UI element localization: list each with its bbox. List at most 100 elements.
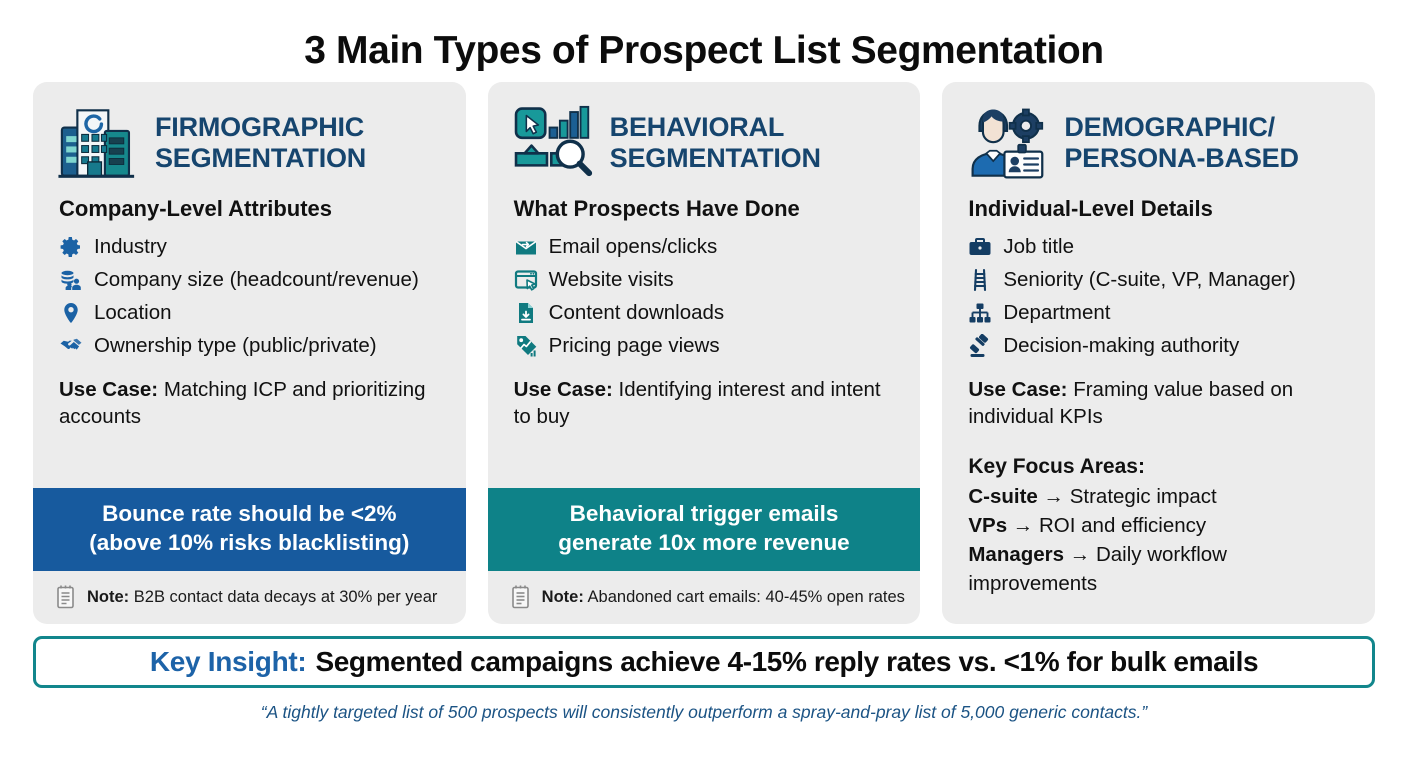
key-insight-label: Key Insight:	[149, 646, 307, 677]
notepad-icon	[55, 584, 77, 610]
card-heading: DEMOGRAPHIC/ PERSONA-BASED	[1064, 111, 1299, 175]
briefcase-icon	[968, 235, 992, 259]
focus-value: ROI and efficiency	[1039, 514, 1207, 538]
list-item: Job title	[968, 230, 1357, 263]
coins-people-icon	[59, 268, 83, 292]
banner-line-1: Behavioral trigger emails	[569, 501, 839, 527]
note-text: Note: Abandoned cart emails: 40-45% open…	[542, 588, 905, 607]
note-row: Note: Abandoned cart emails: 40-45% open…	[488, 571, 921, 624]
card-header: BEHAVIORAL SEGMENTATION	[488, 82, 921, 194]
heading-line-2: SEGMENTATION	[609, 143, 821, 173]
list-item-label: Decision-making authority	[1003, 333, 1240, 357]
heading-line-1: DEMOGRAPHIC/	[1064, 111, 1275, 142]
focus-value: Strategic impact	[1069, 484, 1217, 508]
card-subheading: Individual-Level Details	[968, 196, 1213, 221]
footer-quote: “A tightly targeted list of 500 prospect…	[260, 702, 1148, 722]
use-case-text: Framing value based on individual KPIs	[968, 378, 1294, 429]
list-item: Company size (headcount/revenue)	[59, 263, 448, 296]
ladder-icon	[968, 268, 992, 292]
person-gear-badge-icon	[964, 100, 1050, 186]
email-open-icon	[514, 235, 538, 259]
list-item-label: Pricing page views	[548, 333, 720, 357]
org-chart-icon	[968, 301, 992, 325]
list-item: Content downloads	[514, 296, 903, 329]
list-item: Website visits	[514, 263, 903, 296]
heading-line-2: SEGMENTATION	[155, 143, 367, 173]
banner-line-2: generate 10x more revenue	[558, 530, 850, 556]
use-case-text: Identifying interest and intent to buy	[513, 378, 881, 429]
list-item: Decision-making authority	[968, 329, 1357, 362]
segmentation-cards: FIRMOGRAPHIC SEGMENTATION Company-Level …	[0, 82, 1408, 624]
list-item-label: Seniority (C-suite, VP, Manager)	[1003, 267, 1296, 291]
key-focus-areas: Key Focus Areas: C-suite → Strategic imp…	[942, 430, 1375, 598]
list-item-label: Department	[1003, 300, 1111, 324]
note-body: B2B contact data decays at 30% per year	[133, 587, 438, 606]
use-case: Use Case: Matching ICP and prioritizing …	[33, 362, 466, 430]
list-item-label: Job title	[1003, 234, 1074, 258]
handshake-icon	[59, 334, 83, 358]
highlight-banner: Behavioral trigger emails generate 10x m…	[487, 488, 921, 571]
focus-role: C-suite	[968, 484, 1038, 508]
gear-icon	[59, 235, 83, 259]
card-subheading: Company-Level Attributes	[59, 196, 333, 221]
location-pin-icon	[59, 301, 83, 325]
use-case: Use Case: Framing value based on individ…	[942, 362, 1375, 430]
card-subheading: What Prospects Have Done	[513, 196, 800, 221]
card-demographic: DEMOGRAPHIC/ PERSONA-BASED Individual-Le…	[942, 82, 1376, 624]
key-focus-title: Key Focus Areas:	[968, 455, 1145, 479]
file-download-icon	[514, 301, 538, 325]
heading-line-2: PERSONA-BASED	[1064, 143, 1299, 173]
heading-line-1: BEHAVIORAL	[609, 111, 785, 142]
list-item-label: Email opens/clicks	[548, 234, 718, 258]
notepad-icon	[510, 584, 532, 610]
bullet-list: Email opens/clicks Website visits Conten…	[488, 228, 921, 362]
list-item-label: Company size (headcount/revenue)	[94, 267, 419, 291]
note-row: Note: B2B contact data decays at 30% per…	[33, 571, 466, 624]
list-item-label: Location	[94, 300, 172, 324]
focus-value: Daily workflow improvements	[968, 543, 1227, 596]
price-tag-icon	[514, 334, 538, 358]
arrow-icon: →	[1043, 484, 1065, 508]
list-item: Email opens/clicks	[514, 230, 903, 263]
list-item-label: Ownership type (public/private)	[94, 333, 377, 357]
list-item: Seniority (C-suite, VP, Manager)	[968, 263, 1357, 296]
heading-line-1: FIRMOGRAPHIC	[155, 111, 365, 142]
analytics-cursor-magnifier-icon	[510, 100, 596, 186]
banner-line-2: (above 10% risks blacklisting)	[89, 530, 410, 556]
card-header: FIRMOGRAPHIC SEGMENTATION	[33, 82, 466, 194]
use-case-label: Use Case:	[59, 378, 159, 401]
office-building-icon	[55, 100, 141, 186]
note-label: Note:	[87, 587, 130, 606]
list-item: Location	[59, 296, 448, 329]
list-item: Department	[968, 296, 1357, 329]
list-item: Industry	[59, 230, 448, 263]
key-insight-text: Segmented campaigns achieve 4-15% reply …	[315, 646, 1259, 677]
focus-role: VPs	[968, 514, 1008, 538]
focus-row: C-suite → Strategic impact	[968, 482, 1353, 511]
note-text: Note: B2B contact data decays at 30% per…	[87, 588, 437, 607]
focus-row: VPs → ROI and efficiency	[968, 511, 1353, 540]
bullet-list: Job title Seniority (C-suite, VP, Manage…	[942, 228, 1375, 362]
browser-cursor-icon	[514, 268, 538, 292]
banner-line-1: Bounce rate should be <2%	[102, 501, 397, 527]
use-case-label: Use Case:	[513, 378, 613, 401]
note-body: Abandoned cart emails: 40-45% open rates	[587, 587, 905, 606]
focus-row: Managers → Daily workflow improvements	[968, 540, 1353, 598]
card-behavioral: BEHAVIORAL SEGMENTATION What Prospects H…	[487, 82, 921, 624]
card-heading: FIRMOGRAPHIC SEGMENTATION	[155, 112, 366, 175]
list-item: Pricing page views	[514, 329, 903, 362]
use-case-text: Matching ICP and prioritizing accounts	[59, 378, 426, 429]
gavel-icon	[968, 333, 992, 358]
card-heading: BEHAVIORAL SEGMENTATION	[610, 112, 821, 175]
highlight-banner: Bounce rate should be <2% (above 10% ris…	[33, 488, 466, 571]
bullet-list: Industry Company size (headcount/revenue…	[33, 228, 466, 362]
use-case: Use Case: Identifying interest and inten…	[488, 362, 921, 430]
page-title: 3 Main Types of Prospect List Segmentati…	[304, 29, 1104, 72]
list-item-label: Industry	[94, 234, 167, 258]
card-header: DEMOGRAPHIC/ PERSONA-BASED	[942, 82, 1375, 194]
note-label: Note:	[541, 587, 584, 606]
focus-role: Managers	[968, 543, 1065, 567]
use-case-label: Use Case:	[968, 378, 1068, 401]
card-firmographic: FIRMOGRAPHIC SEGMENTATION Company-Level …	[33, 82, 466, 624]
